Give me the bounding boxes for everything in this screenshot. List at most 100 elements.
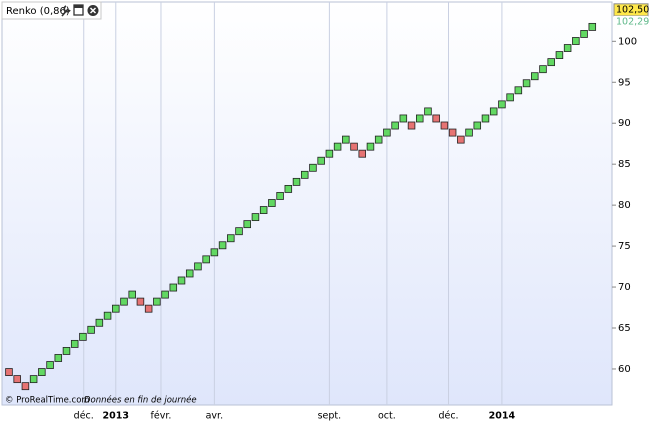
brick: [169, 283, 178, 292]
brick: [383, 128, 391, 137]
brick: [292, 177, 301, 186]
x-tick-label: 2013: [103, 411, 129, 422]
brick: [227, 234, 235, 243]
brick: [5, 368, 13, 376]
chart-title: Renko (0,86): [6, 6, 70, 17]
brick: [21, 382, 30, 391]
brick: [95, 318, 104, 327]
brick: [407, 121, 416, 130]
brick: [547, 58, 555, 67]
brick: [128, 290, 136, 299]
brick: [580, 30, 588, 38]
brick: [358, 149, 367, 158]
brick: [563, 44, 572, 52]
brick: [473, 121, 482, 130]
brick: [120, 297, 128, 306]
brick: [87, 325, 95, 334]
brick: [366, 142, 375, 151]
brick: [531, 72, 539, 81]
brick: [38, 368, 46, 376]
brick: [144, 304, 153, 313]
price-marker-label: 102,50: [616, 4, 649, 15]
brick: [333, 142, 342, 151]
brick: [325, 149, 334, 158]
y-tick-label: 85: [618, 159, 631, 170]
brick: [177, 276, 186, 285]
x-tick-label: 2014: [489, 411, 516, 422]
brick: [218, 241, 227, 250]
brick: [243, 220, 251, 229]
close-icon[interactable]: [87, 5, 99, 16]
brick: [424, 107, 432, 116]
x-tick-label: déc.: [74, 411, 94, 422]
price-marker-box: [614, 15, 648, 28]
plot-area: [1, 1, 613, 406]
brick: [506, 93, 514, 102]
y-tick-label: 95: [618, 77, 631, 88]
bricks: [5, 22, 597, 391]
window-icon[interactable]: [73, 4, 84, 16]
brick: [54, 354, 63, 362]
y-tick-label: 75: [618, 241, 631, 252]
brick: [522, 79, 531, 88]
brick: [514, 86, 523, 95]
brick: [251, 213, 260, 222]
brick: [112, 304, 120, 313]
brick: [317, 156, 325, 165]
brick: [202, 255, 210, 264]
brick: [374, 135, 383, 144]
brick: [268, 199, 276, 207]
brick: [481, 114, 490, 123]
brick: [457, 135, 465, 144]
brick: [103, 311, 112, 320]
y-tick-label: 80: [618, 200, 631, 211]
y-tick-label: 100: [618, 36, 637, 47]
footer-note: Données en fin de journée: [84, 395, 197, 406]
brick: [13, 375, 21, 384]
grid: [83, 2, 503, 405]
brick: [309, 163, 317, 172]
x-tick-label: déc.: [438, 411, 458, 422]
brick: [79, 332, 87, 341]
y-tick-label: 60: [618, 364, 631, 375]
brick: [415, 114, 424, 123]
brick: [555, 51, 564, 60]
wrench-icon[interactable]: [61, 5, 71, 17]
brick: [391, 121, 399, 130]
brick: [498, 100, 506, 109]
brick: [194, 262, 202, 271]
brick: [588, 22, 597, 31]
brick: [153, 297, 161, 306]
brick: [300, 170, 309, 179]
brick: [350, 142, 358, 151]
brick: [46, 361, 54, 369]
y-tick-label: 90: [618, 118, 631, 129]
brick: [276, 192, 284, 200]
price-marker-label: 102,29: [616, 16, 649, 27]
brick: [465, 128, 473, 137]
brick: [62, 347, 71, 355]
brick: [210, 248, 219, 257]
brick: [342, 135, 350, 144]
brick: [572, 37, 580, 45]
brick: [440, 121, 449, 130]
x-tick-label: avr.: [206, 411, 224, 422]
brick: [448, 128, 457, 137]
brick: [259, 206, 268, 214]
brick: [185, 269, 194, 278]
brick: [29, 375, 38, 384]
y-tick-label: 65: [618, 323, 631, 334]
x-tick-label: févr.: [151, 411, 172, 422]
brick: [136, 297, 145, 306]
brick: [235, 227, 243, 236]
brick: [432, 114, 440, 123]
brick: [284, 184, 293, 193]
x-tick-label: sept.: [318, 411, 342, 422]
brick: [161, 290, 169, 299]
x-tick-label: oct.: [378, 411, 396, 422]
footer-source: © ProRealTime.com: [5, 396, 90, 406]
brick: [489, 107, 498, 116]
brick: [70, 339, 79, 348]
brick: [539, 65, 547, 74]
